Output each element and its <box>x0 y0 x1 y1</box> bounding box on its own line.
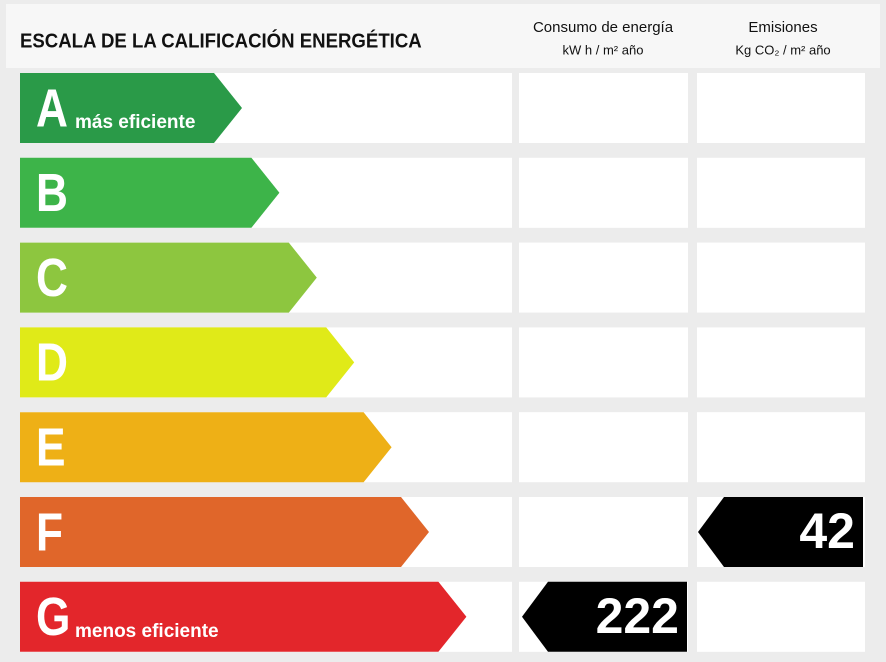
emissions-cell <box>697 157 865 228</box>
rating-letter: F <box>36 502 63 562</box>
rating-letter: C <box>36 248 68 308</box>
consumption-cell <box>519 327 688 398</box>
column-unit: kW h / m² año <box>563 42 644 57</box>
consumption-cell <box>519 497 688 567</box>
rating-arrow <box>20 242 317 313</box>
column-title: Consumo de energía <box>533 19 674 36</box>
rating-letter: G <box>36 587 70 647</box>
rating-label: menos eficiente <box>75 621 219 642</box>
emissions-cell <box>697 73 865 143</box>
value-text: 42 <box>799 503 855 559</box>
value-badge <box>698 497 863 567</box>
rating-arrow <box>20 581 467 652</box>
column-title: Emisiones <box>748 19 817 36</box>
emissions-cell <box>697 581 865 652</box>
rating-arrow <box>20 327 355 398</box>
consumption-cell <box>519 73 688 143</box>
column-unit: Kg CO₂ / m² año <box>735 42 830 57</box>
consumption-cell <box>519 242 688 313</box>
rating-letter: A <box>36 78 68 138</box>
header-panel <box>6 4 880 68</box>
consumption-cell <box>519 157 688 228</box>
emissions-cell <box>697 242 865 313</box>
title: ESCALA DE LA CALIFICACIÓN ENERGÉTICA <box>20 28 422 53</box>
value-badge <box>522 581 687 652</box>
rating-label: más eficiente <box>75 112 195 133</box>
value-text: 222 <box>596 588 679 644</box>
rating-letter: D <box>36 333 68 393</box>
rating-arrow <box>20 497 429 567</box>
rating-letter: E <box>36 417 66 477</box>
rating-arrow <box>20 412 392 483</box>
consumption-cell <box>519 412 688 483</box>
emissions-cell <box>697 327 865 398</box>
rating-arrow <box>20 73 242 143</box>
emissions-cell <box>697 412 865 483</box>
rating-letter: B <box>36 163 68 223</box>
rating-arrow <box>20 157 280 228</box>
